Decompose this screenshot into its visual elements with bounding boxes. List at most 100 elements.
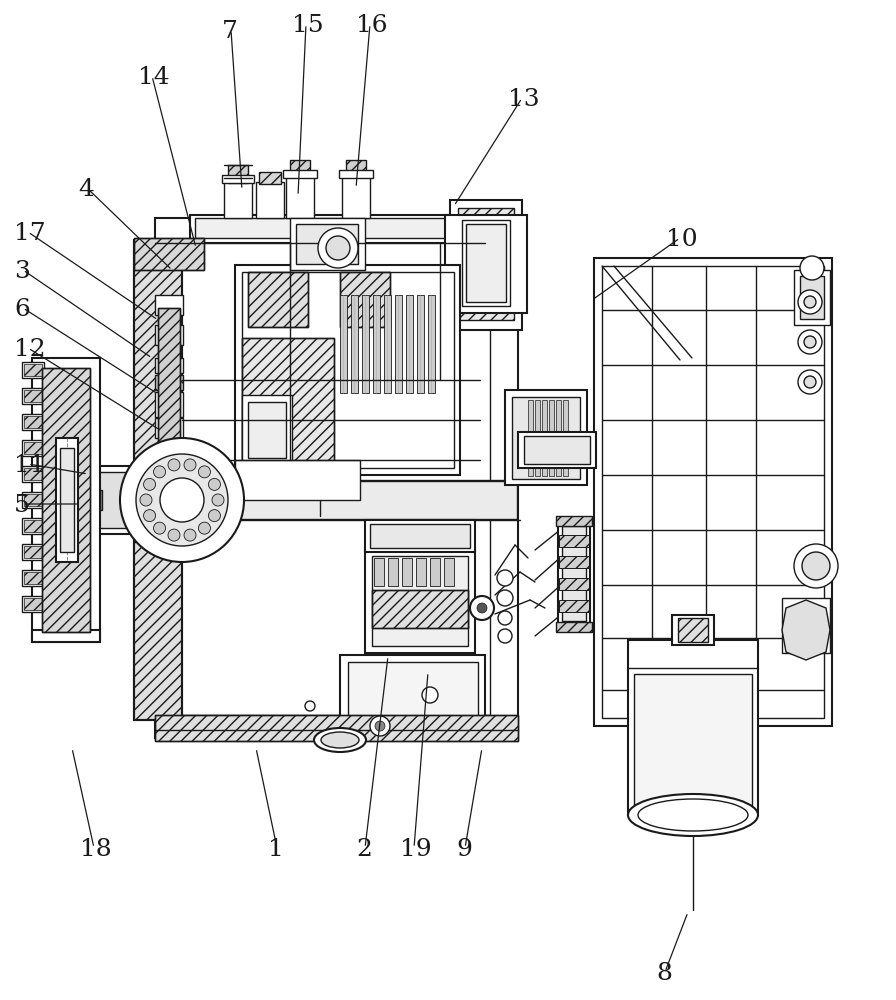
Bar xyxy=(158,308,180,483)
Bar xyxy=(32,358,100,642)
Bar xyxy=(242,272,454,468)
Bar xyxy=(559,556,589,568)
Bar xyxy=(373,295,380,393)
Circle shape xyxy=(153,522,166,534)
Circle shape xyxy=(305,223,315,233)
Bar xyxy=(155,715,518,741)
Bar xyxy=(155,458,181,543)
Bar xyxy=(24,416,42,428)
Bar xyxy=(222,175,254,183)
Bar xyxy=(242,338,334,468)
Bar xyxy=(22,596,44,612)
Bar xyxy=(24,598,42,610)
Bar xyxy=(155,392,183,417)
Text: 17: 17 xyxy=(14,222,46,245)
Bar xyxy=(24,546,42,558)
Circle shape xyxy=(136,454,228,546)
Circle shape xyxy=(326,236,350,260)
Circle shape xyxy=(498,629,512,643)
Circle shape xyxy=(184,459,196,471)
Bar xyxy=(22,492,44,508)
Circle shape xyxy=(198,522,211,534)
Ellipse shape xyxy=(314,728,366,752)
Text: 10: 10 xyxy=(666,228,698,251)
Ellipse shape xyxy=(321,732,359,748)
Bar xyxy=(22,544,44,560)
Bar xyxy=(340,295,347,393)
Circle shape xyxy=(305,717,315,727)
Bar xyxy=(22,440,44,456)
Text: 18: 18 xyxy=(80,838,112,861)
Circle shape xyxy=(153,466,166,478)
Bar xyxy=(92,466,140,534)
Bar xyxy=(242,338,334,468)
Bar xyxy=(155,458,181,543)
Bar xyxy=(450,200,522,330)
Text: 7: 7 xyxy=(222,20,237,43)
Bar xyxy=(672,615,714,645)
Bar xyxy=(800,276,824,319)
Bar xyxy=(248,272,308,327)
Bar xyxy=(384,295,391,393)
Circle shape xyxy=(212,494,224,506)
Bar xyxy=(559,600,589,612)
Text: 6: 6 xyxy=(14,298,30,321)
Ellipse shape xyxy=(628,794,758,836)
Circle shape xyxy=(804,376,816,388)
Bar xyxy=(340,272,390,327)
Bar xyxy=(374,558,384,586)
Bar xyxy=(22,362,44,378)
Bar xyxy=(135,481,517,519)
Bar xyxy=(228,165,248,183)
Circle shape xyxy=(120,438,244,562)
Text: 15: 15 xyxy=(292,14,323,37)
Bar xyxy=(402,558,412,586)
Circle shape xyxy=(794,544,838,588)
Bar xyxy=(296,224,358,264)
Text: 2: 2 xyxy=(356,838,372,861)
Bar xyxy=(362,295,369,393)
Bar xyxy=(155,295,183,315)
Text: 9: 9 xyxy=(456,838,472,861)
Bar xyxy=(290,160,310,176)
Bar xyxy=(370,524,470,548)
Bar xyxy=(24,390,42,402)
Bar xyxy=(42,368,90,632)
Circle shape xyxy=(477,603,487,613)
Bar xyxy=(430,558,440,586)
Bar xyxy=(365,520,475,552)
Bar xyxy=(155,358,183,373)
Bar xyxy=(518,432,596,468)
Circle shape xyxy=(798,290,822,314)
Circle shape xyxy=(143,478,156,490)
Bar xyxy=(372,556,468,646)
Bar xyxy=(346,160,366,176)
Bar xyxy=(794,270,830,325)
Bar xyxy=(678,618,708,642)
Bar xyxy=(505,390,587,485)
Bar xyxy=(542,400,547,476)
Bar xyxy=(556,400,561,476)
Bar xyxy=(339,170,373,178)
Bar xyxy=(42,368,90,632)
Bar xyxy=(556,622,592,632)
Bar xyxy=(406,295,413,393)
Circle shape xyxy=(160,478,204,522)
Bar xyxy=(458,208,514,320)
Bar xyxy=(134,238,204,270)
Bar xyxy=(155,218,518,738)
Bar xyxy=(372,590,468,628)
Bar xyxy=(428,295,435,393)
Bar xyxy=(559,578,589,590)
Circle shape xyxy=(497,590,513,606)
Bar xyxy=(256,182,284,218)
Bar xyxy=(235,265,460,475)
Bar xyxy=(342,172,370,218)
Bar xyxy=(535,400,540,476)
Bar xyxy=(348,662,478,732)
Circle shape xyxy=(375,721,385,731)
Bar xyxy=(259,172,281,184)
Text: 11: 11 xyxy=(14,454,46,477)
Bar xyxy=(563,400,568,476)
Circle shape xyxy=(798,330,822,354)
